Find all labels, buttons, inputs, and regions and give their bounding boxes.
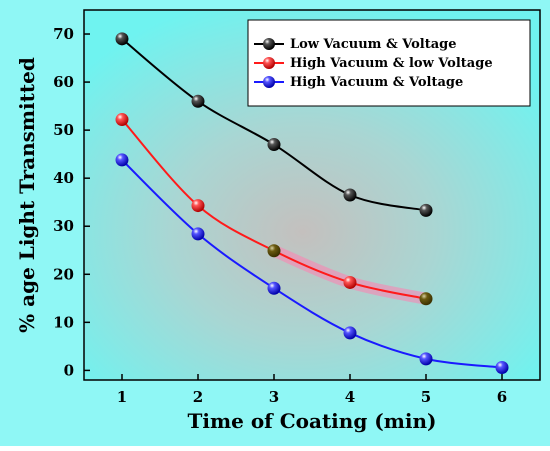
series-points [115, 32, 509, 375]
y-tick-label: 60 [53, 73, 74, 91]
legend-marker-high-vacuum-low-voltage [263, 57, 275, 69]
data-point-high-vacuum-voltage [495, 361, 509, 375]
x-tick-label: 2 [193, 388, 203, 406]
data-point-high-vacuum-voltage [191, 227, 205, 241]
data-point-high-vacuum-voltage [419, 352, 433, 366]
data-point-high-vacuum-low-voltage [419, 292, 433, 306]
data-point-low-vacuum-voltage [267, 138, 281, 152]
legend-entry-high-vacuum-voltage: High Vacuum & Voltage [254, 75, 463, 90]
data-point-high-vacuum-voltage [343, 326, 357, 340]
data-point-high-vacuum-voltage [115, 153, 129, 167]
data-point-high-vacuum-low-voltage [191, 199, 205, 213]
y-tick-label: 20 [53, 265, 74, 283]
x-tick-label: 4 [345, 388, 355, 406]
data-point-high-vacuum-low-voltage [343, 275, 357, 289]
y-axis-title: % age Light Transmitted [15, 57, 39, 333]
legend-label-high-vacuum-low-voltage: High Vacuum & low Voltage [290, 56, 493, 71]
data-point-low-vacuum-voltage [115, 32, 129, 46]
legend-entry-low-vacuum-voltage: Low Vacuum & Voltage [254, 37, 457, 52]
legend-marker-low-vacuum-voltage [263, 38, 275, 50]
data-point-low-vacuum-voltage [343, 188, 357, 202]
y-tick-label: 30 [53, 217, 74, 235]
data-point-low-vacuum-voltage [191, 94, 205, 108]
y-tick-label: 50 [53, 121, 74, 139]
x-tick-label: 6 [497, 388, 507, 406]
x-axis-title: Time of Coating (min) [187, 409, 436, 433]
legend-box [247, 19, 531, 107]
data-point-low-vacuum-voltage [419, 203, 433, 217]
y-tick-label: 70 [53, 25, 74, 43]
legend-entry-high-vacuum-low-voltage: High Vacuum & low Voltage [254, 56, 493, 71]
y-tick-label: 40 [53, 169, 74, 187]
data-point-high-vacuum-low-voltage [115, 113, 129, 127]
y-tick-label: 0 [64, 361, 74, 379]
x-tick-label: 1 [117, 388, 127, 406]
legend-label-low-vacuum-voltage: Low Vacuum & Voltage [290, 37, 457, 52]
data-point-high-vacuum-low-voltage [267, 244, 281, 258]
legend: Low Vacuum & Voltage High Vacuum & low V… [247, 19, 531, 107]
data-point-high-vacuum-voltage [267, 281, 281, 295]
x-tick-label: 5 [421, 388, 431, 406]
legend-marker-high-vacuum-voltage [263, 76, 275, 88]
legend-label-high-vacuum-voltage: High Vacuum & Voltage [290, 75, 463, 90]
y-tick-label: 10 [53, 313, 74, 331]
x-tick-label: 3 [269, 388, 279, 406]
